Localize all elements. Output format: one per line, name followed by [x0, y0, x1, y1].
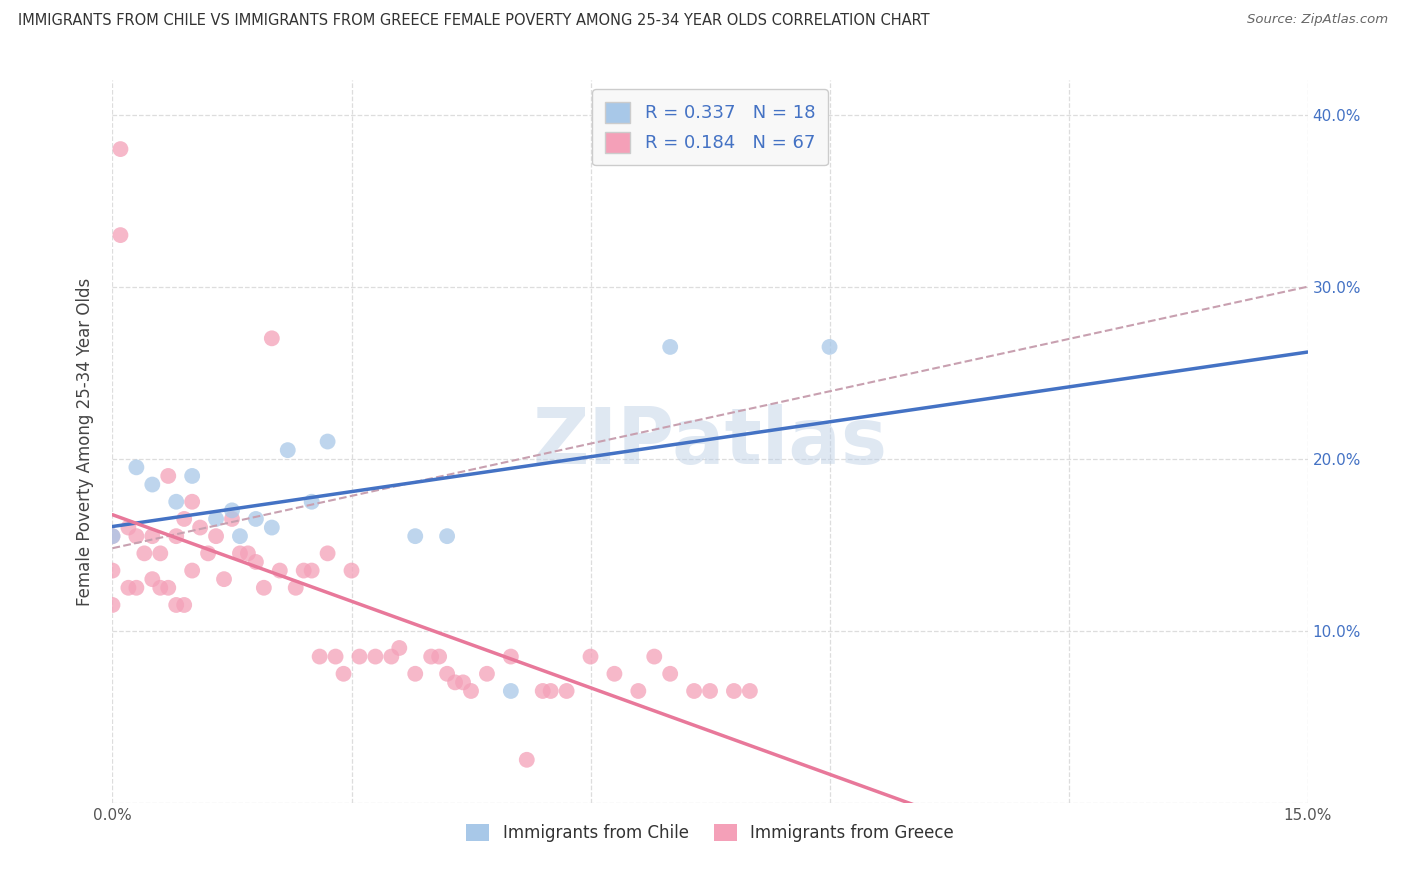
Point — [659, 666, 682, 681]
Point — [723, 684, 745, 698]
Point — [141, 477, 163, 491]
Point — [499, 684, 522, 698]
Point — [460, 684, 482, 698]
Point — [101, 529, 124, 543]
Point — [531, 684, 554, 698]
Point — [181, 494, 204, 508]
Point — [404, 529, 426, 543]
Point — [141, 529, 163, 543]
Point — [308, 649, 330, 664]
Point — [197, 546, 219, 560]
Point — [292, 564, 315, 578]
Point — [221, 512, 243, 526]
Point — [349, 649, 371, 664]
Point — [603, 666, 626, 681]
Point — [110, 142, 132, 156]
Point — [205, 529, 228, 543]
Point — [516, 753, 538, 767]
Point — [325, 649, 347, 664]
Point — [101, 598, 124, 612]
Y-axis label: Female Poverty Among 25-34 Year Olds: Female Poverty Among 25-34 Year Olds — [76, 277, 94, 606]
Point — [277, 443, 299, 458]
Point — [444, 675, 467, 690]
Point — [475, 666, 498, 681]
Text: ZIPatlas: ZIPatlas — [533, 403, 887, 480]
Point — [149, 546, 172, 560]
Point — [110, 228, 132, 243]
Point — [436, 666, 458, 681]
Point — [420, 649, 443, 664]
Point — [125, 529, 148, 543]
Point — [699, 684, 721, 698]
Point — [101, 529, 124, 543]
Point — [301, 494, 323, 508]
Point — [253, 581, 276, 595]
Point — [101, 564, 124, 578]
Point — [404, 666, 426, 681]
Point — [221, 503, 243, 517]
Point — [236, 546, 259, 560]
Point — [388, 640, 411, 655]
Point — [451, 675, 474, 690]
Point — [173, 598, 195, 612]
Text: Source: ZipAtlas.com: Source: ZipAtlas.com — [1247, 13, 1388, 27]
Point — [659, 340, 682, 354]
Point — [555, 684, 578, 698]
Point — [436, 529, 458, 543]
Point — [205, 512, 228, 526]
Point — [181, 564, 204, 578]
Point — [149, 581, 172, 595]
Point — [117, 581, 139, 595]
Point — [260, 520, 283, 534]
Point — [165, 529, 187, 543]
Point — [229, 546, 252, 560]
Point — [134, 546, 156, 560]
Point — [125, 581, 148, 595]
Point — [579, 649, 602, 664]
Point — [643, 649, 665, 664]
Point — [340, 564, 363, 578]
Point — [627, 684, 650, 698]
Point — [165, 598, 187, 612]
Point — [117, 520, 139, 534]
Point — [125, 460, 148, 475]
Legend: Immigrants from Chile, Immigrants from Greece: Immigrants from Chile, Immigrants from G… — [460, 817, 960, 848]
Point — [499, 649, 522, 664]
Point — [269, 564, 291, 578]
Point — [332, 666, 354, 681]
Point — [683, 684, 706, 698]
Point — [284, 581, 307, 595]
Point — [245, 512, 267, 526]
Point — [212, 572, 235, 586]
Point — [738, 684, 761, 698]
Point — [316, 434, 339, 449]
Point — [427, 649, 450, 664]
Point — [181, 469, 204, 483]
Point — [173, 512, 195, 526]
Point — [316, 546, 339, 560]
Point — [157, 469, 180, 483]
Point — [188, 520, 211, 534]
Point — [245, 555, 267, 569]
Point — [380, 649, 402, 664]
Point — [229, 529, 252, 543]
Point — [165, 494, 187, 508]
Point — [157, 581, 180, 595]
Point — [301, 564, 323, 578]
Point — [141, 572, 163, 586]
Point — [818, 340, 841, 354]
Point — [364, 649, 387, 664]
Point — [540, 684, 562, 698]
Text: IMMIGRANTS FROM CHILE VS IMMIGRANTS FROM GREECE FEMALE POVERTY AMONG 25-34 YEAR : IMMIGRANTS FROM CHILE VS IMMIGRANTS FROM… — [18, 13, 929, 29]
Point — [260, 331, 283, 345]
